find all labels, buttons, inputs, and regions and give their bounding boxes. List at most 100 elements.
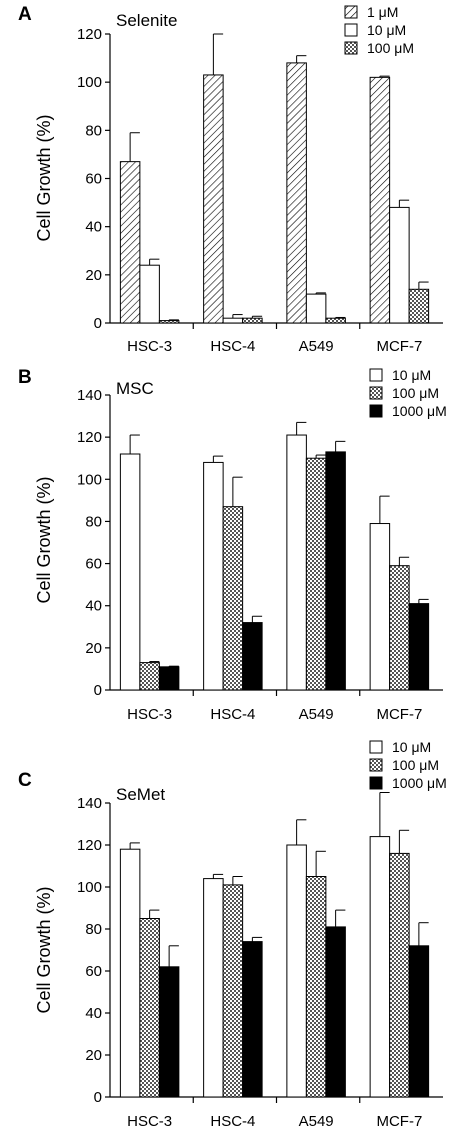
legend-label: 100 μM bbox=[392, 385, 439, 401]
y-tick-label: 0 bbox=[94, 682, 102, 699]
bar-hsc-4-series-2 bbox=[222, 317, 244, 324]
bar-hsc-4-series-2 bbox=[222, 884, 244, 1098]
y-tick-label: 80 bbox=[85, 513, 102, 530]
y-tick-label: 40 bbox=[85, 219, 102, 236]
y-tick-label: 140 bbox=[77, 795, 102, 812]
y-tick-label: 80 bbox=[85, 921, 102, 938]
panel-title: MSC bbox=[116, 379, 154, 398]
bar-mcf-7-series-3 bbox=[408, 288, 430, 324]
legend-swatch bbox=[344, 41, 358, 55]
bar-a549-series-1 bbox=[286, 844, 307, 1098]
x-tick-label: HSC-4 bbox=[210, 338, 255, 355]
x-tick-label: HSC-4 bbox=[210, 706, 255, 723]
bar-hsc-3-series-1 bbox=[119, 161, 141, 324]
legend-label: 10 μM bbox=[392, 739, 431, 755]
panel-label: C bbox=[18, 770, 32, 791]
bar-mcf-7-series-2 bbox=[389, 852, 410, 1098]
bar-a549-series-2 bbox=[305, 457, 327, 691]
legend-swatch bbox=[369, 404, 383, 418]
bar-hsc-4-series-1 bbox=[203, 461, 224, 691]
bar-a549-series-1 bbox=[286, 434, 307, 691]
y-tick-label: 140 bbox=[77, 387, 102, 404]
bar-hsc-4-series-3 bbox=[242, 941, 263, 1098]
y-axis-label: Cell Growth (%) bbox=[34, 114, 54, 241]
y-tick-label: 20 bbox=[85, 640, 102, 657]
bar-a549-series-3 bbox=[325, 317, 346, 324]
bar-mcf-7-series-2 bbox=[389, 565, 410, 691]
bar-hsc-3-series-1 bbox=[119, 848, 141, 1098]
legend-label: 1000 μM bbox=[392, 775, 447, 791]
y-tick-label: 60 bbox=[85, 556, 102, 573]
legend-label: 10 μM bbox=[392, 367, 431, 383]
y-tick-label: 40 bbox=[85, 1005, 102, 1022]
legend-swatch bbox=[369, 386, 383, 400]
bar-hsc-3-series-3 bbox=[158, 966, 180, 1098]
x-tick-label: MCF-7 bbox=[376, 1113, 422, 1130]
bar-a549-series-3 bbox=[325, 451, 346, 691]
y-tick-label: 100 bbox=[77, 879, 102, 896]
x-tick-label: HSC-3 bbox=[127, 338, 172, 355]
panel-a: 0 20 40 60 80 100 120 Cell Growth (%) A Selenite H… bbox=[18, 4, 443, 355]
legend-label: 100 μM bbox=[367, 40, 414, 56]
panel-c: 0 20 40 60 80 100 120 140 Cell Growth (%) C SeMet H… bbox=[18, 739, 447, 1130]
bar-hsc-3-series-2 bbox=[139, 918, 160, 1098]
x-tick-label: HSC-3 bbox=[127, 706, 172, 723]
y-tick-label: 20 bbox=[85, 267, 102, 284]
y-tick-label: 0 bbox=[94, 315, 102, 332]
legend-swatch bbox=[344, 23, 358, 37]
y-tick-label: 60 bbox=[85, 963, 102, 980]
x-tick-label: A549 bbox=[299, 1113, 334, 1130]
bar-a549-series-1 bbox=[286, 62, 307, 324]
x-tick-label: MCF-7 bbox=[376, 706, 422, 723]
bar-mcf-7-series-3 bbox=[408, 603, 430, 691]
y-axis-label: Cell Growth (%) bbox=[34, 476, 54, 603]
y-tick-label: 120 bbox=[77, 429, 102, 446]
bar-hsc-4-series-1 bbox=[203, 74, 224, 324]
bar-mcf-7-series-2 bbox=[389, 206, 410, 324]
y-tick-label: 120 bbox=[77, 26, 102, 43]
panel-label: A bbox=[18, 4, 32, 25]
legend-swatch bbox=[369, 740, 383, 754]
panel-label: B bbox=[18, 367, 32, 388]
legend-label: 1000 μM bbox=[392, 403, 447, 419]
legend-label: 100 μM bbox=[392, 757, 439, 773]
y-tick-label: 40 bbox=[85, 598, 102, 615]
y-axis-label: Cell Growth (%) bbox=[34, 886, 54, 1013]
bar-mcf-7-series-1 bbox=[369, 523, 391, 691]
y-tick-label: 0 bbox=[94, 1089, 102, 1106]
legend-swatch bbox=[369, 776, 383, 790]
legend-swatch bbox=[369, 758, 383, 772]
bar-mcf-7-series-1 bbox=[369, 76, 391, 324]
bar-hsc-3-series-2 bbox=[139, 662, 160, 691]
bar-hsc-3-series-2 bbox=[139, 264, 160, 324]
bar-mcf-7-series-3 bbox=[408, 945, 430, 1098]
bar-hsc-3-series-3 bbox=[158, 320, 180, 324]
bar-a549-series-2 bbox=[305, 293, 327, 324]
bar-hsc-3-series-3 bbox=[158, 666, 180, 691]
y-tick-label: 80 bbox=[85, 122, 102, 139]
x-tick-label: MCF-7 bbox=[376, 338, 422, 355]
bar-hsc-3-series-1 bbox=[119, 453, 141, 691]
x-tick-label: HSC-3 bbox=[127, 1113, 172, 1130]
legend-swatch bbox=[344, 5, 358, 19]
bar-hsc-4-series-1 bbox=[203, 878, 224, 1098]
bar-hsc-4-series-2 bbox=[222, 506, 244, 691]
x-tick-label: A549 bbox=[299, 338, 334, 355]
y-tick-label: 100 bbox=[77, 74, 102, 91]
legend-label: 1 μM bbox=[367, 4, 398, 20]
bar-hsc-4-series-3 bbox=[242, 622, 263, 691]
x-tick-label: HSC-4 bbox=[210, 1113, 255, 1130]
panel-title: Selenite bbox=[116, 11, 177, 30]
bar-a549-series-2 bbox=[305, 876, 327, 1098]
bar-hsc-4-series-3 bbox=[242, 317, 263, 324]
panel-b: 0 20 40 60 80 100 120 140 Cell Growth (%) B MSC HSC… bbox=[18, 367, 447, 723]
legend-swatch bbox=[369, 368, 383, 382]
y-tick-label: 100 bbox=[77, 471, 102, 488]
panel-title: SeMet bbox=[116, 785, 165, 804]
legend-label: 10 μM bbox=[367, 22, 406, 38]
y-tick-label: 60 bbox=[85, 171, 102, 188]
x-tick-label: A549 bbox=[299, 706, 334, 723]
bar-a549-series-3 bbox=[325, 926, 346, 1098]
y-tick-label: 20 bbox=[85, 1047, 102, 1064]
